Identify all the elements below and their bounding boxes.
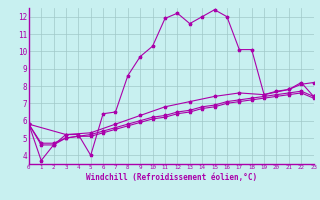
X-axis label: Windchill (Refroidissement éolien,°C): Windchill (Refroidissement éolien,°C) — [86, 173, 257, 182]
